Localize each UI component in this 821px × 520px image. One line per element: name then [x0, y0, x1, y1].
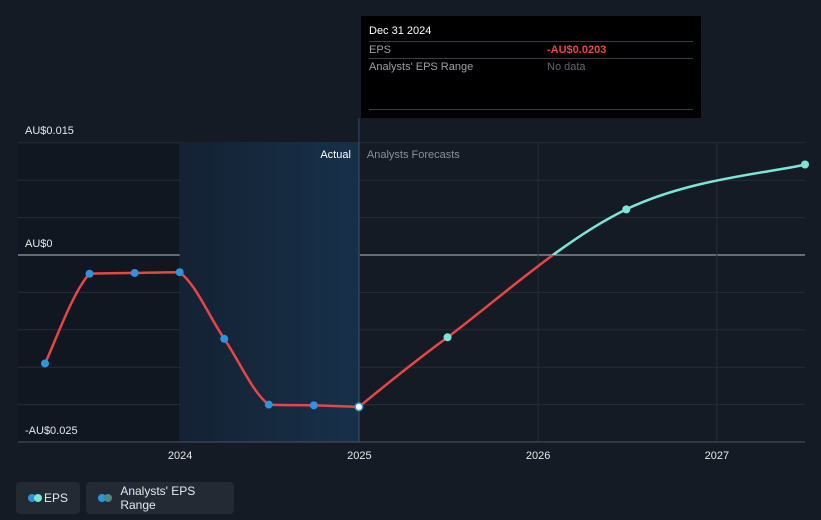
x-axis: 2024 2025 2026 2027	[18, 441, 805, 462]
actual-highlight-band	[180, 142, 359, 442]
eps-point	[85, 269, 94, 278]
legend-eps-label: EPS	[43, 491, 68, 505]
eps-point	[220, 334, 229, 343]
tooltip-eps-label: EPS	[369, 44, 392, 56]
tooltip-date: Dec 31 2024	[369, 25, 432, 37]
forecast-label: Analysts Forecasts	[367, 149, 460, 161]
eps-point	[41, 359, 49, 368]
eps-forecast-point	[622, 205, 631, 214]
legend-range-icon	[98, 493, 112, 503]
y-axis-labels: AU$0.015 AU$0 -AU$0.025	[25, 125, 78, 437]
regions: Actual Analysts Forecasts	[180, 118, 460, 442]
eps-point	[130, 268, 139, 277]
series-points	[41, 160, 809, 412]
tooltip-divider	[369, 58, 693, 59]
legend-eps-icon	[28, 493, 42, 503]
tooltip-divider	[369, 109, 693, 110]
x-tick-label: 2026	[526, 450, 550, 462]
x-tick-label: 2027	[705, 450, 729, 462]
x-tick-label: 2024	[168, 450, 192, 462]
eps-forecast-point	[443, 333, 452, 342]
y-tick-label: AU$0.015	[25, 125, 74, 137]
eps-point	[264, 400, 273, 409]
eps-forecast-line-positive	[550, 163, 806, 255]
eps-forecast-point	[801, 160, 809, 169]
actual-label: Actual	[320, 149, 351, 161]
legend-eps-range[interactable]: Analysts' EPS Range	[86, 482, 234, 514]
y-tick-label: AU$0	[25, 238, 53, 250]
eps-point-highlighted	[354, 402, 364, 412]
eps-forecast-line-negative	[358, 255, 556, 408]
x-tick-label: 2025	[347, 450, 371, 462]
eps-point	[309, 401, 318, 410]
tooltip: Dec 31 2024 EPS -AU$0.0203 Analysts' EPS…	[361, 16, 701, 118]
tooltip-range-value: No data	[547, 61, 586, 73]
eps-point	[175, 268, 184, 277]
tooltip-eps-value: -AU$0.0203	[547, 44, 607, 56]
legend-range-label: Analysts' EPS Range	[120, 484, 196, 512]
tooltip-range-label: Analysts' EPS Range	[369, 61, 474, 73]
tooltip-divider	[369, 41, 693, 42]
legend-eps[interactable]: EPS	[16, 482, 80, 514]
y-tick-label: -AU$0.025	[25, 425, 78, 437]
